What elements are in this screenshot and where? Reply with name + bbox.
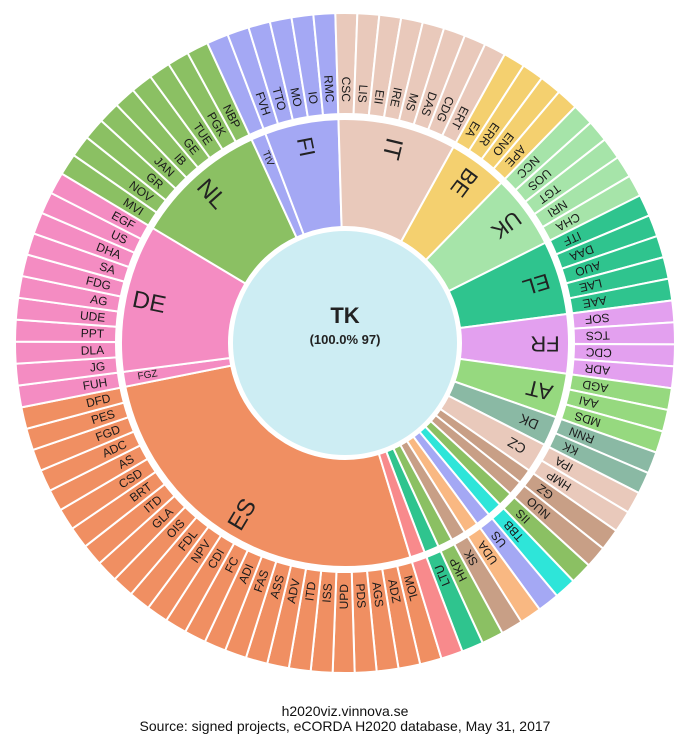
outer-label-mo: MO <box>287 86 305 108</box>
outer-segment-unlabeled-23-0[interactable] <box>410 555 464 660</box>
inner-label-fi: FI <box>292 135 320 159</box>
outer-label-adr: ADR <box>584 361 611 378</box>
inner-label-de: DE <box>130 286 168 319</box>
outer-label-fc: FC <box>222 554 242 575</box>
inner-label-dk: DK <box>516 410 541 433</box>
outer-label-fuh: FUH <box>82 375 109 393</box>
outer-label-ag: AG <box>89 292 108 309</box>
outer-label-mol: MOL <box>401 574 421 603</box>
outer-label-iss: ISS <box>320 583 335 603</box>
center-label: TK <box>330 303 359 328</box>
inner-label-at: AT <box>524 375 556 406</box>
outer-label-jg: JG <box>89 359 106 374</box>
outer-label-tcs: TCS <box>586 328 610 343</box>
outer-label-kk: KK <box>560 439 580 458</box>
outer-label-as: AS <box>116 452 137 472</box>
outer-label-eii: EII <box>371 89 387 105</box>
outer-label-adv: ADV <box>284 578 303 605</box>
sunburst-chart: MOLADZAGSPDSUPDISSITDADVASSFASADIFCCDINP… <box>13 12 677 674</box>
outer-label-itd: ITD <box>302 580 319 601</box>
outer-label-aai: AAI <box>578 393 600 411</box>
inner-label-fr: FR <box>530 331 559 356</box>
center-sublabel: (100.0% 97) <box>310 332 381 347</box>
outer-label-aae: AAE <box>582 293 608 311</box>
outer-label-agd: AGD <box>581 377 609 395</box>
outer-label-ire: IRE <box>387 86 405 108</box>
outer-label-fdg: FDG <box>85 273 113 293</box>
outer-label-lis: LIS <box>355 84 370 103</box>
center-disc[interactable] <box>233 231 457 455</box>
outer-label-lae: LAE <box>578 276 603 295</box>
outer-label-us: US <box>109 227 130 247</box>
outer-label-pds: PDS <box>353 583 369 609</box>
footer-source: Source: signed projects, eCORDA H2020 da… <box>139 718 551 734</box>
inner-segment-unlabeled-23[interactable] <box>377 450 426 559</box>
outer-label-ude: UDE <box>79 308 106 325</box>
footer-site: h2020viz.vinnova.se <box>281 703 409 719</box>
outer-label-ass: ASS <box>267 573 287 600</box>
outer-label-sa: SA <box>98 259 117 277</box>
outer-label-cdc: CDC <box>585 345 612 360</box>
outer-label-tto: TTO <box>269 86 289 113</box>
outer-label-itf: ITF <box>561 229 583 249</box>
outer-label-csc: CSC <box>339 77 353 103</box>
outer-label-ags: AGS <box>369 581 386 608</box>
outer-label-pes: PES <box>90 407 117 427</box>
outer-ring: MOLADZAGSPDSUPDISSITDADVASSFASADIFCCDINP… <box>13 12 677 674</box>
outer-label-dfd: DFD <box>85 391 113 410</box>
outer-label-upd: UPD <box>337 584 351 610</box>
outer-label-sof: SOF <box>584 311 610 327</box>
outer-label-sk: SK <box>461 547 481 568</box>
outer-label-ppt: PPT <box>81 326 106 341</box>
inner-label-fgz: FGZ <box>137 368 159 382</box>
outer-label-adz: ADZ <box>385 578 403 604</box>
outer-label-ms: MS <box>403 92 421 113</box>
inner-segment-es-0[interactable] <box>124 364 412 568</box>
outer-label-rmc: RMC <box>321 75 337 103</box>
outer-label-io: IO <box>305 91 321 105</box>
outer-label-dla: DLA <box>81 343 105 358</box>
